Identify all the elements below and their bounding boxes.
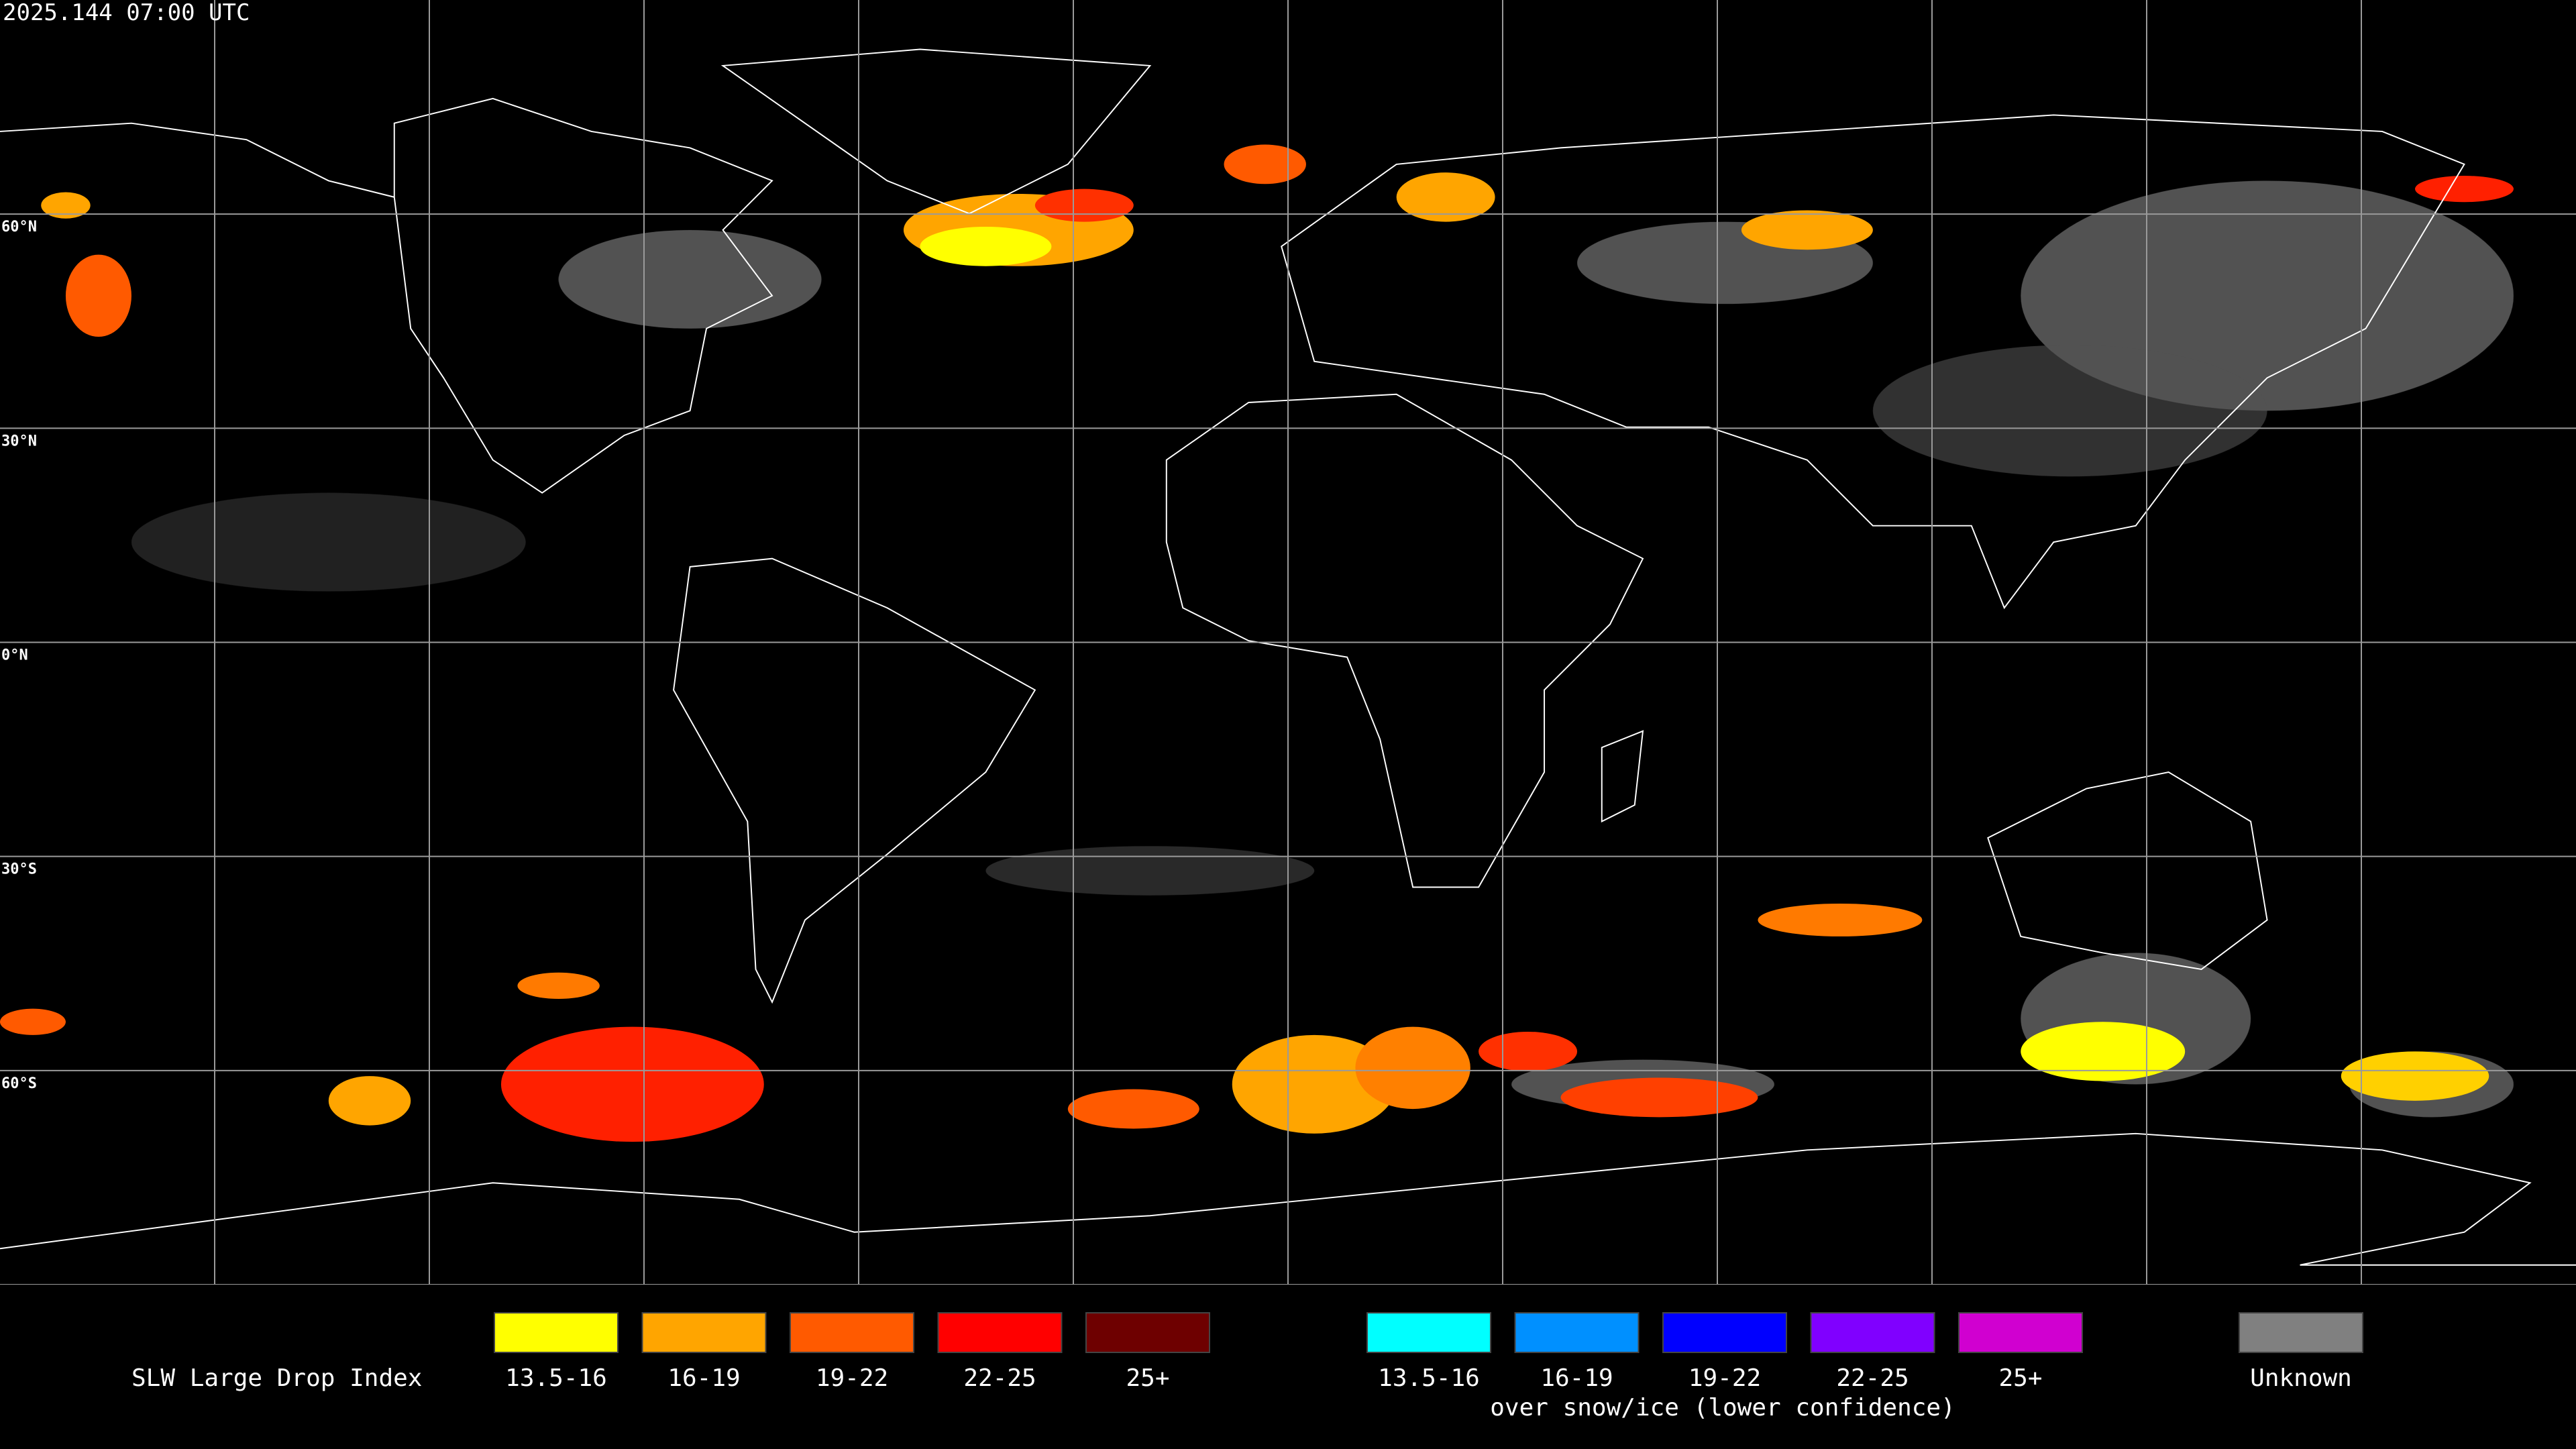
legend-label: 13.5-16 <box>505 1364 607 1392</box>
coastlines <box>0 48 2576 1266</box>
legend-swatch <box>1085 1312 1210 1353</box>
legend-label: 13.5-16 <box>1378 1364 1480 1392</box>
legend-swatch <box>2239 1312 2363 1353</box>
legend-panel <box>0 1285 2576 1449</box>
graticule: 60°N 30°N 0°N 30°S 60°S <box>0 0 2576 1285</box>
legend-label: 16-19 <box>667 1364 740 1392</box>
legend-label: 22-25 <box>1836 1364 1909 1392</box>
legend-swatch <box>1366 1312 1491 1353</box>
snow-ice-caption: over snow/ice (lower confidence) <box>1490 1394 1955 1421</box>
latitude-label: 30°S <box>1 861 37 878</box>
legend-label: 22-25 <box>963 1364 1036 1392</box>
legend-swatch <box>937 1312 1063 1353</box>
legend-title: SLW Large Drop Index <box>131 1364 422 1392</box>
latitude-label: 60°S <box>1 1075 37 1092</box>
legend-label: 19-22 <box>816 1364 888 1392</box>
legend-swatch <box>494 1312 619 1353</box>
latitude-label: 0°N <box>1 647 28 664</box>
legend-label: 25+ <box>1998 1364 2042 1392</box>
legend-label: 16-19 <box>1540 1364 1613 1392</box>
legend-swatch <box>1810 1312 1935 1353</box>
latitude-label: 30°N <box>1 433 37 449</box>
legend-swatch <box>1662 1312 1787 1353</box>
legend-swatch <box>790 1312 914 1353</box>
timestamp: 2025.144 07:00 UTC <box>3 0 250 26</box>
legend-label: Unknown <box>2250 1364 2352 1392</box>
legend: 13.5-16 16-19 19-22 22-25 25+ 13.5-16 16-19 19-… <box>494 1312 2363 1392</box>
legend-swatch <box>641 1312 767 1353</box>
legend-label: 25+ <box>1126 1364 1169 1392</box>
legend-swatch <box>1514 1312 1640 1353</box>
legend-swatch <box>1958 1312 2083 1353</box>
latitude-label: 60°N <box>1 219 37 235</box>
legend-label: 19-22 <box>1688 1364 1761 1392</box>
